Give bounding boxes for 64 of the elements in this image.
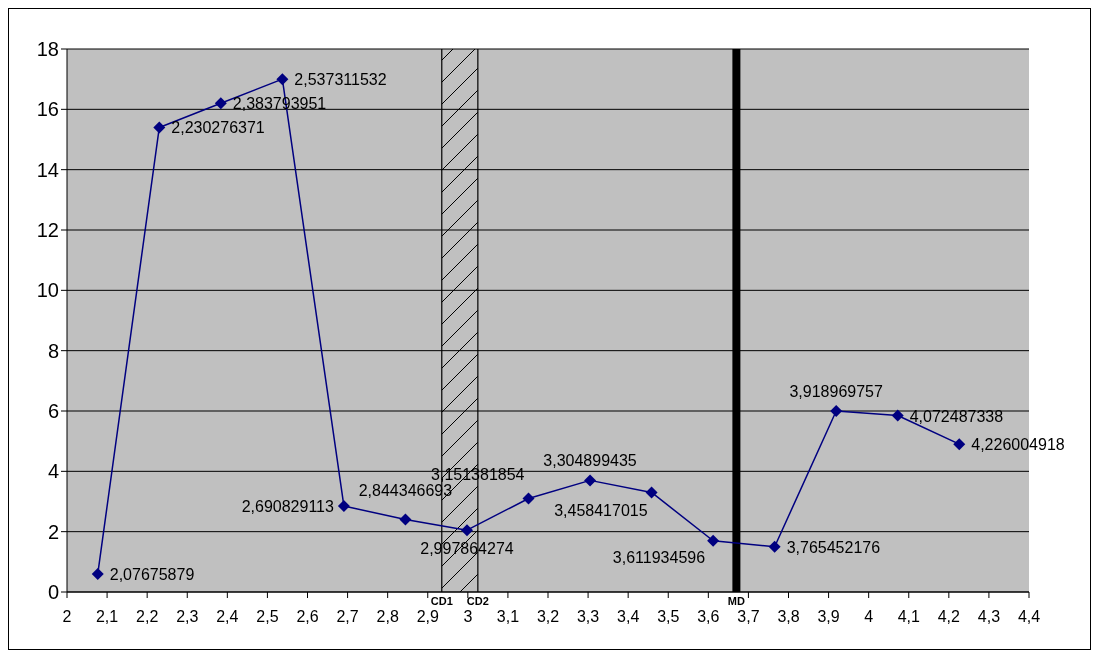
- x-tick-label: 4,4: [1017, 608, 1041, 625]
- point: [768, 540, 781, 553]
- point: [153, 121, 166, 134]
- point: [707, 534, 720, 547]
- x-tick-label: 3,5: [657, 608, 680, 625]
- point: [953, 438, 966, 451]
- point: [891, 409, 904, 422]
- point: [399, 513, 412, 526]
- x-tick-label: 4,2: [937, 608, 961, 625]
- data-label: 2,07675879: [109, 565, 195, 583]
- data-label: 2,690829113: [241, 498, 334, 516]
- x-tick-label: 2,5: [256, 608, 279, 625]
- y-tick-label: 16: [36, 98, 59, 121]
- point: [276, 73, 289, 86]
- x-tick-label: 2,8: [376, 608, 399, 625]
- x-tick-label: 3,7: [737, 608, 760, 625]
- data-label: 3,918969757: [789, 383, 883, 400]
- y-tick-label: 10: [36, 279, 59, 302]
- x-tick-label: 3,6: [697, 608, 720, 625]
- point: [830, 405, 843, 417]
- data-label: 2,537311532: [294, 71, 387, 89]
- data-label: 3,611934596: [612, 548, 706, 566]
- x-tick-label: 3,3: [576, 608, 600, 625]
- ref-line-label: CD1: [430, 595, 453, 607]
- x-tick-label: 4: [864, 608, 874, 625]
- point: [522, 492, 535, 505]
- point: [460, 524, 473, 537]
- x-tick-label: 3,1: [496, 608, 520, 625]
- x-tick-label: 3,4: [617, 608, 640, 625]
- point: [91, 567, 104, 580]
- y-tick-label: 6: [47, 400, 59, 423]
- point: [337, 500, 350, 513]
- data-label: 3,304899435: [543, 452, 637, 470]
- y-tick-label: 12: [36, 219, 59, 242]
- y-tick-label: 0: [47, 581, 59, 604]
- x-tick-label: 3: [463, 608, 473, 625]
- x-tick-label: 3,8: [777, 608, 800, 625]
- x-tick-label: 2,2: [136, 608, 159, 625]
- x-tick-label: 2,6: [296, 608, 319, 625]
- y-tick-label: 8: [47, 339, 59, 362]
- data-label: 4,072487338: [909, 407, 1004, 425]
- x-tick-label: 3,2: [536, 608, 560, 625]
- point: [645, 486, 658, 499]
- x-tick-label: 3,9: [817, 608, 840, 625]
- x-tick-label: 2,7: [336, 608, 359, 625]
- x-tick-label: 2: [62, 608, 72, 625]
- y-tick-label: 14: [36, 158, 59, 181]
- data-label: 2,230276371: [171, 119, 265, 137]
- x-tick-label: 4,3: [977, 608, 1001, 625]
- y-tick-label: 18: [36, 38, 59, 61]
- ref-line-label: CD2: [466, 595, 489, 607]
- data-label: 3,458417015: [554, 502, 648, 520]
- ref-line-label: MD: [727, 595, 745, 607]
- data-label: 3,765452176: [786, 538, 881, 556]
- y-tick-label: 2: [47, 520, 59, 543]
- x-tick-label: 4,1: [897, 608, 920, 625]
- x-tick-label: 2,4: [216, 608, 239, 625]
- y-tick-label: 4: [47, 460, 59, 483]
- x-tick-label: 2,1: [95, 608, 119, 625]
- point: [584, 474, 597, 487]
- data-label: 4,226004918: [971, 436, 1065, 454]
- x-tick-label: 2,9: [416, 608, 439, 625]
- point: [214, 97, 227, 110]
- x-tick-label: 2,3: [176, 608, 199, 625]
